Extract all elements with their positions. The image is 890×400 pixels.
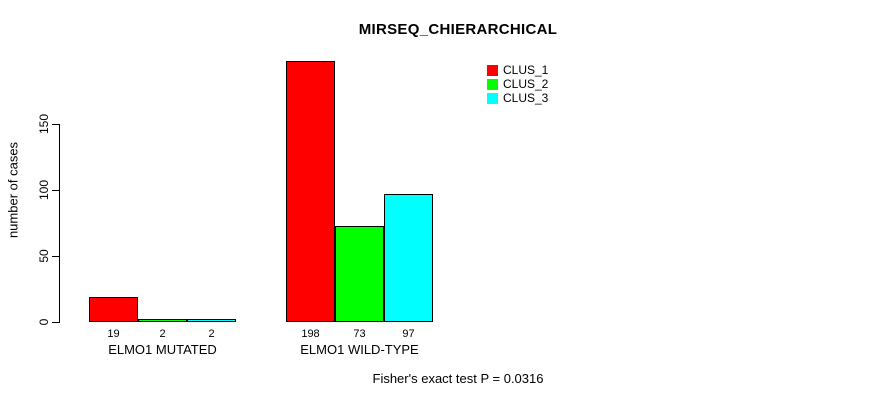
bar-value-label: 73 <box>353 328 366 340</box>
bar-value-label: 97 <box>402 328 415 340</box>
y-axis-label: number of cases <box>5 141 21 239</box>
x-category-label: ELMO1 WILD-TYPE <box>300 342 419 357</box>
y-tick-label: 100 <box>37 179 51 201</box>
y-tick-mark <box>52 322 59 323</box>
bar-clus_2 <box>335 226 384 322</box>
y-tick-mark <box>52 256 59 257</box>
y-tick-mark <box>52 190 59 191</box>
legend-swatch-clus_1 <box>487 64 498 76</box>
legend-swatch-clus_2 <box>487 78 498 90</box>
y-axis-line <box>59 124 60 323</box>
bar-clus_2 <box>138 319 187 322</box>
legend-row: CLUS_2 <box>487 77 548 91</box>
y-tick-label: 0 <box>37 318 51 326</box>
stat-annotation: Fisher's exact test P = 0.0316 <box>372 371 544 386</box>
legend-label: CLUS_1 <box>503 63 549 77</box>
y-tick-mark <box>52 124 59 125</box>
chart-title: MIRSEQ_CHIERARCHICAL <box>358 21 558 38</box>
bar-value-label: 19 <box>107 328 120 340</box>
bar-value-label: 2 <box>159 328 166 340</box>
legend-label: CLUS_2 <box>503 77 549 91</box>
bar-clus_1 <box>89 297 138 322</box>
bar-clus_3 <box>384 194 433 322</box>
x-category-label: ELMO1 MUTATED <box>108 342 217 357</box>
legend-swatch-clus_3 <box>487 92 498 104</box>
y-tick-label: 150 <box>37 113 51 135</box>
legend-row: CLUS_1 <box>487 63 548 77</box>
legend-row: CLUS_3 <box>487 91 548 105</box>
legend: CLUS_1 CLUS_2 CLUS_3 <box>487 63 548 105</box>
bar-clus_3 <box>187 319 236 322</box>
y-tick-label: 50 <box>37 249 51 263</box>
bar-value-label: 2 <box>208 328 215 340</box>
bar-value-label: 198 <box>301 328 320 340</box>
legend-label: CLUS_3 <box>503 91 549 105</box>
bar-clus_1 <box>286 61 335 322</box>
